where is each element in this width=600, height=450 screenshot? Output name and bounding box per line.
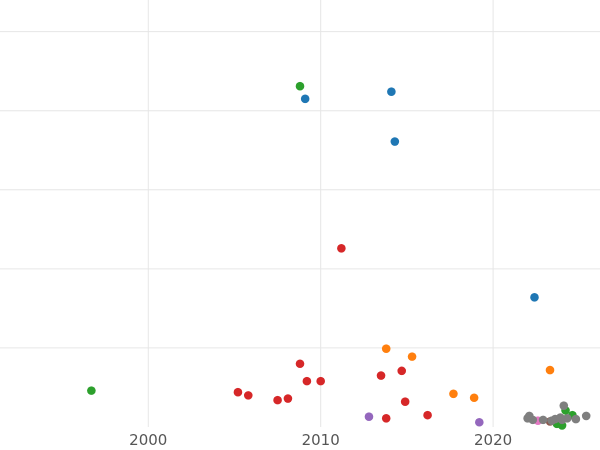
data-point: [423, 410, 432, 420]
data-point: [559, 401, 569, 410]
data-point: [243, 391, 253, 400]
series-group: [381, 344, 555, 403]
data-point: [581, 411, 591, 421]
data-point: [233, 387, 243, 397]
data-point: [381, 344, 391, 354]
data-point: [390, 137, 400, 146]
series-group: [233, 243, 432, 423]
data-point: [283, 394, 293, 403]
series-group: [523, 401, 591, 425]
data-point: [469, 393, 479, 403]
x-axis-tick-labels: 2000 2010 2020: [129, 431, 512, 449]
data-point: [300, 94, 310, 104]
data-point: [562, 414, 572, 423]
data-point: [273, 395, 282, 405]
x-tick-label: 2020: [474, 431, 512, 449]
x-tick-label: 2000: [129, 431, 167, 449]
data-point: [545, 365, 555, 375]
data-point: [316, 376, 325, 386]
data-point: [364, 412, 374, 422]
grid-layer: [0, 0, 600, 427]
series-group: [87, 81, 577, 430]
series-group: [364, 412, 484, 427]
data-point: [397, 366, 407, 376]
data-point: [400, 397, 410, 406]
points-layer: [87, 81, 591, 430]
data-point: [547, 416, 557, 425]
data-point: [87, 386, 96, 395]
data-point: [295, 359, 305, 369]
data-point: [538, 415, 548, 425]
series-group: [300, 87, 539, 302]
data-point: [337, 243, 346, 253]
data-point: [530, 293, 539, 302]
x-tick-label: 2010: [302, 431, 340, 449]
data-point: [381, 414, 391, 423]
data-point: [407, 352, 417, 361]
data-point: [449, 389, 458, 399]
data-point: [387, 87, 396, 97]
data-point: [302, 376, 312, 386]
data-point: [475, 417, 484, 427]
data-point: [376, 371, 386, 380]
data-point: [556, 413, 565, 422]
data-point: [525, 411, 534, 421]
data-point: [571, 414, 581, 424]
data-point: [295, 81, 305, 91]
